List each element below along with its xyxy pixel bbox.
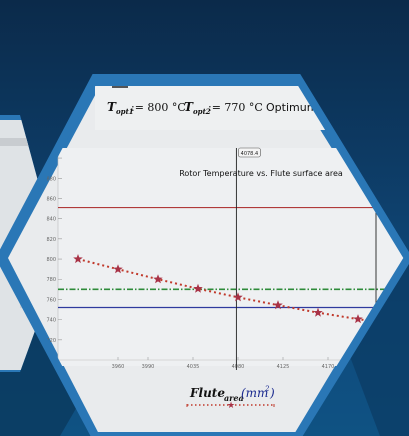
x-tick-label: 4125 bbox=[277, 364, 290, 370]
y-tick-label: 840 bbox=[46, 217, 56, 223]
formula-mark bbox=[112, 86, 128, 88]
formula-t1-value: := 800 °C bbox=[131, 101, 186, 114]
series-point bbox=[193, 283, 203, 293]
formula-t1-symbol: T bbox=[107, 100, 117, 114]
chart-title: Rotor Temperature vs. Flute surface area bbox=[179, 169, 343, 178]
series-point bbox=[273, 300, 283, 310]
formula-trailing-text: Optimum bbox=[266, 101, 317, 114]
y-tick-label: 800 bbox=[46, 257, 56, 263]
series-point bbox=[113, 264, 123, 274]
x-tick-label: 4035 bbox=[187, 364, 200, 370]
cursor-value-label: 4078.4 bbox=[241, 151, 259, 157]
y-tick-label: 880 bbox=[46, 176, 56, 182]
x-tick-label: 3990 bbox=[142, 364, 155, 370]
chart-plot-area bbox=[58, 148, 408, 366]
series-point bbox=[353, 314, 363, 324]
series-legend-sample: ★ bbox=[186, 401, 275, 411]
background-shape bbox=[340, 260, 409, 436]
series-point bbox=[73, 254, 83, 264]
x-tick-label: 3960 bbox=[112, 364, 125, 370]
x-axis-label-unit-exponent: 2 bbox=[264, 385, 270, 393]
y-tick-label: 860 bbox=[46, 196, 56, 202]
formula-t1-subscript: opt1 bbox=[116, 107, 134, 116]
hexagon-rim bbox=[0, 74, 409, 436]
series-point bbox=[153, 274, 163, 284]
y-tick-label: 740 bbox=[46, 318, 56, 324]
legend-star-marker: ★ bbox=[227, 401, 235, 411]
y-tick-label: 820 bbox=[46, 237, 56, 243]
x-axis-label-main: Flute bbox=[189, 386, 225, 400]
formula-t2-symbol: T bbox=[184, 100, 194, 114]
x-tick-label: 4080 bbox=[232, 364, 245, 370]
cursor-value-box bbox=[238, 147, 261, 158]
x-tick-label: 4170 bbox=[322, 364, 335, 370]
x-axis-label-sub: area bbox=[224, 393, 244, 403]
x-axis-label-unit: (mm bbox=[241, 386, 268, 400]
formula-t2-subscript: opt2 bbox=[193, 107, 211, 116]
x-axis-label-unit-close: ) bbox=[269, 386, 275, 400]
series-point bbox=[233, 292, 243, 302]
formula-t2-value: := 770 °C bbox=[208, 101, 263, 114]
series-point bbox=[313, 307, 323, 317]
x-axis-label: Flute area (mm 2 ) bbox=[189, 385, 275, 403]
series-line bbox=[77, 258, 399, 327]
y-tick-label: 720 bbox=[46, 338, 56, 344]
y-tick-label: 760 bbox=[46, 297, 56, 303]
y-tick-label: 780 bbox=[46, 277, 56, 283]
